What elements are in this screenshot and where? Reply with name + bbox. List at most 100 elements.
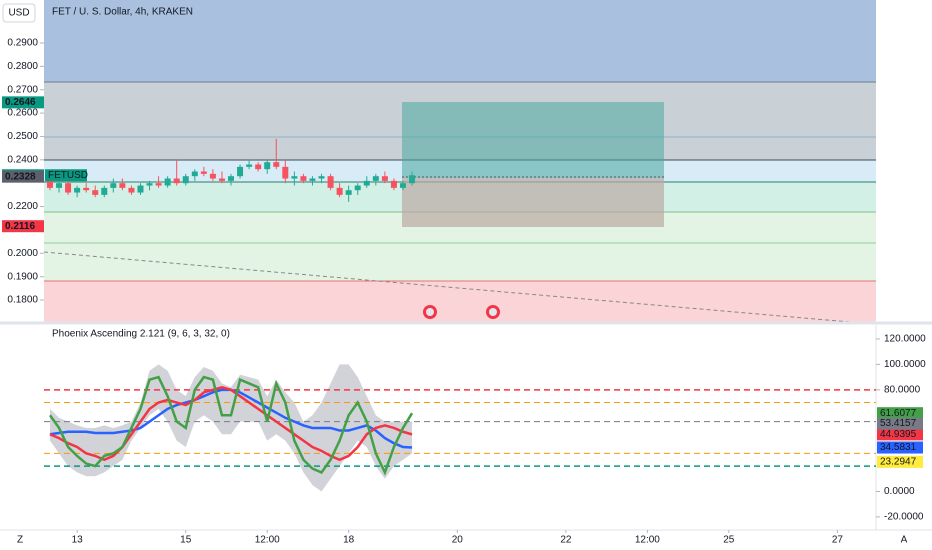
y-tick-label: 100.0000: [884, 359, 926, 370]
zone: [44, 281, 876, 322]
y-tick-label: 0.1900: [7, 271, 38, 282]
candle-body: [354, 185, 361, 191]
candle-body: [182, 176, 189, 184]
candle-body: [101, 187, 108, 195]
value-tag-bg: [877, 428, 923, 441]
candle-body: [237, 166, 244, 177]
candle-body: [372, 176, 379, 181]
y-tick-label: -20.0000: [884, 512, 924, 523]
footer-right[interactable]: A: [901, 535, 908, 546]
candle-body: [137, 185, 144, 193]
footer-left[interactable]: Z: [17, 535, 23, 546]
y-tick-label: 0.2700: [7, 84, 38, 95]
value-tag-bg: [877, 455, 923, 468]
currency[interactable]: USD: [8, 8, 29, 19]
symbol-title: FET / U. S. Dollar, 4h, KRAKEN: [52, 7, 193, 18]
indicator-line: [48, 375, 414, 476]
candle-body: [191, 171, 198, 177]
candle-body: [390, 180, 397, 188]
candle-body: [282, 166, 289, 179]
symbol-tag: FETUSD: [48, 170, 88, 181]
candle-body: [336, 187, 343, 195]
y-tick-label: 0.2600: [7, 108, 38, 119]
candle-body: [273, 162, 280, 167]
band: [49, 364, 413, 492]
candle-body: [110, 183, 117, 188]
candle-body: [264, 162, 271, 170]
x-tick-label: 20: [452, 535, 464, 546]
x-tick-label: 12:00: [635, 535, 660, 546]
candle-body: [246, 164, 253, 167]
price-label: 0.2116: [5, 221, 35, 232]
candle-body: [363, 180, 370, 186]
candle-body: [345, 190, 352, 195]
position-target: [402, 102, 664, 178]
candle-body: [65, 183, 72, 193]
candle-body: [255, 164, 262, 170]
candle-body: [381, 176, 388, 181]
indicator-line: [49, 385, 413, 462]
y-tick-label: 0.1800: [7, 295, 38, 306]
y-tick-label: 0.2800: [7, 61, 38, 72]
value-tag: 34.5831: [880, 442, 917, 453]
price-label: 0.2328: [5, 171, 36, 182]
candle-body: [300, 176, 307, 181]
candle-body: [46, 178, 53, 188]
value-tag-bg: [877, 407, 923, 420]
value-tag: 44.9395: [880, 429, 917, 440]
value-tag: 61.6077: [880, 408, 917, 419]
x-tick-label: 18: [343, 535, 355, 546]
x-tick-label: 13: [72, 535, 84, 546]
candle-body: [56, 183, 63, 188]
y-tick-label: 80.0000: [884, 384, 921, 395]
candle-body: [164, 178, 171, 186]
candle-body: [146, 183, 153, 186]
currency-button[interactable]: [2, 3, 36, 23]
y-tick-label: 120.0000: [884, 334, 926, 345]
y-tick-label: 0.2900: [7, 38, 38, 49]
candle-body: [327, 176, 334, 188]
value-tag-bg: [877, 417, 923, 430]
top-pane-zones: [43, 0, 876, 323]
y-tick-label: 0.2500: [7, 131, 38, 142]
price-label-bg: [2, 96, 44, 109]
price-axis: [0, 0, 44, 322]
candle-body: [74, 187, 81, 193]
candle-body: [309, 178, 316, 181]
position-stop: [402, 178, 664, 227]
x-tick-label: 12:00: [255, 535, 280, 546]
candle-body: [119, 183, 126, 188]
y-tick-label: 0.2000: [7, 248, 38, 259]
candle-body: [409, 175, 416, 184]
value-tag-bg: [877, 441, 923, 454]
price-label: 0.2646: [5, 97, 36, 108]
candle-body: [83, 187, 90, 191]
value-tag: 53.4157: [880, 418, 917, 429]
x-tick-label: 22: [560, 535, 572, 546]
candle-body: [92, 190, 99, 195]
candle-body: [209, 173, 216, 179]
y-tick-label: 0.2200: [7, 201, 38, 212]
event-flag: [426, 308, 434, 316]
y-tick-label: 0.2400: [7, 154, 38, 165]
candle-body: [227, 176, 234, 181]
candle-body: [173, 178, 180, 184]
candle-body: [318, 176, 325, 179]
price-label-bg: [2, 170, 44, 183]
y-tick-label: 0.0000: [884, 486, 915, 497]
candle-body: [218, 178, 225, 181]
trend-line: [43, 251, 851, 323]
value-tag: 23.2947: [880, 457, 917, 468]
right-gutter: [876, 0, 932, 322]
zone: [44, 0, 876, 82]
event-flag: [489, 308, 497, 316]
candle-body: [155, 183, 162, 186]
candle-body: [200, 171, 207, 174]
candle-body: [291, 176, 298, 179]
x-tick-label: 25: [723, 535, 735, 546]
indicator-title: Phoenix Ascending 2.121 (9, 6, 3, 32, 0): [52, 329, 230, 340]
x-tick-label: 15: [180, 535, 192, 546]
price-label-bg: [2, 220, 44, 233]
candle-body: [399, 183, 406, 188]
